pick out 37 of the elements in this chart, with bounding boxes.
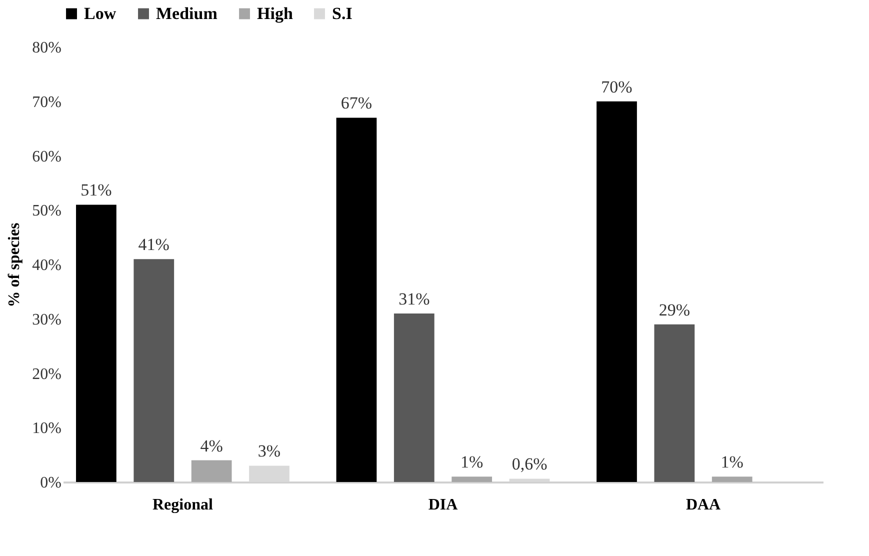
data-label: 4% bbox=[200, 436, 223, 456]
data-label: 31% bbox=[398, 289, 430, 308]
x-tick-label: DAA bbox=[686, 496, 722, 514]
y-tick-label: 30% bbox=[32, 311, 62, 328]
data-label: 1% bbox=[720, 452, 744, 472]
data-label: 29% bbox=[658, 300, 690, 320]
bar bbox=[191, 460, 232, 482]
legend-label: Low bbox=[84, 4, 117, 23]
legend-label: Medium bbox=[156, 4, 218, 23]
data-label: 1% bbox=[460, 452, 484, 472]
x-tick-label: Regional bbox=[152, 496, 214, 514]
y-tick-label: 60% bbox=[32, 148, 62, 166]
bar bbox=[654, 324, 695, 482]
y-tick-label: 50% bbox=[32, 202, 62, 220]
bar bbox=[134, 259, 174, 482]
y-tick-label: 80% bbox=[32, 40, 62, 56]
bar bbox=[394, 313, 434, 482]
data-label: 3% bbox=[258, 442, 281, 461]
y-axis-title: % of species bbox=[6, 222, 24, 308]
bar bbox=[596, 101, 637, 482]
legend-label: High bbox=[257, 4, 294, 23]
data-label: 70% bbox=[601, 77, 632, 96]
bar bbox=[712, 476, 752, 482]
legend-label: S.I bbox=[332, 4, 353, 23]
data-label: 67% bbox=[340, 94, 372, 113]
y-tick-label: 10% bbox=[32, 420, 62, 438]
bar bbox=[76, 204, 116, 482]
y-tick-label: 70% bbox=[32, 94, 62, 111]
data-label: 0,6% bbox=[512, 454, 548, 474]
y-tick-label: 20% bbox=[32, 366, 62, 383]
data-label: 51% bbox=[80, 180, 112, 200]
x-tick-label: DIA bbox=[428, 496, 458, 514]
bar bbox=[336, 118, 377, 482]
y-tick-label: 0% bbox=[40, 474, 62, 492]
bar bbox=[452, 476, 492, 482]
y-tick-label: 40% bbox=[32, 257, 62, 274]
data-label: 41% bbox=[138, 235, 170, 254]
